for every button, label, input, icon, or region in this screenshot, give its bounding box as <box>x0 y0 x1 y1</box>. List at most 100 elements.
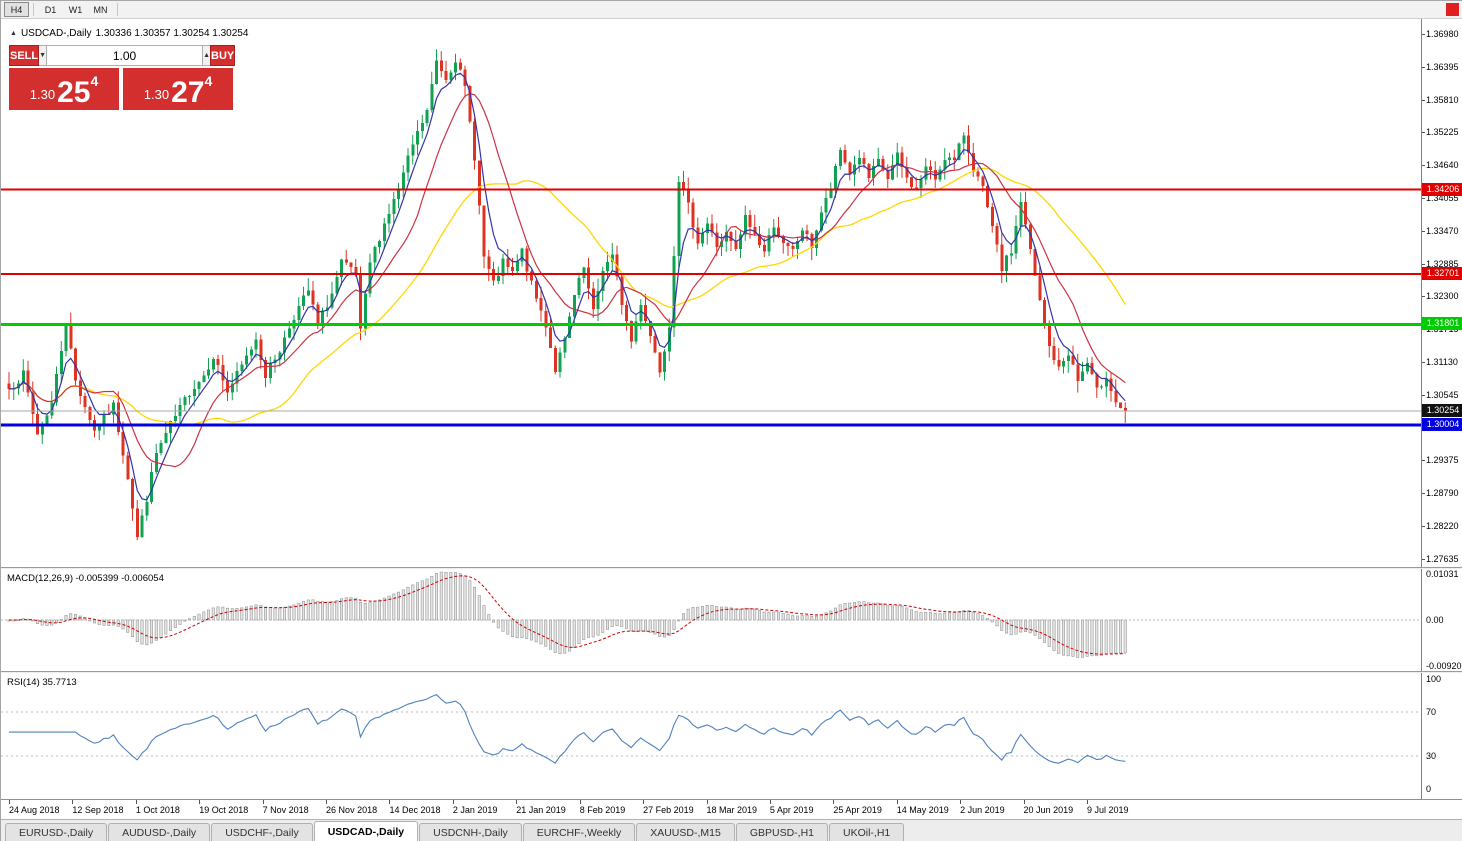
buy-price-display[interactable]: 1.30 27 4 <box>123 68 233 110</box>
time-axis-tick <box>896 800 898 804</box>
chart-tab-usdcnh-daily[interactable]: USDCNH-,Daily <box>419 823 522 841</box>
volume-input[interactable] <box>46 45 204 66</box>
macd-panel-canvas[interactable] <box>1 569 1421 671</box>
date-label: 2 Jan 2019 <box>452 805 498 815</box>
axis-tick <box>1422 66 1425 68</box>
rsi-axis-label: 70 <box>1426 707 1437 717</box>
timeframe-button-h4[interactable]: H4 <box>4 2 29 17</box>
date-label: 7 Nov 2018 <box>262 805 309 815</box>
price-axis-label: 1.28220 <box>1426 521 1459 531</box>
buy-price-big-digits: 27 <box>171 75 205 109</box>
spin-up-icon: ▲ <box>203 52 210 59</box>
axis-tick <box>1422 460 1425 462</box>
ma-fast-line <box>8 72 1126 501</box>
time-axis-tick <box>643 800 645 804</box>
price-axis-label: 1.36980 <box>1426 29 1459 39</box>
rsi-panel-canvas[interactable] <box>1 673 1421 799</box>
chart-tab-bar: EURUSD-,Daily AUDUSD-,Daily USDCHF-,Daily U… <box>1 819 1462 841</box>
date-label: 27 Feb 2019 <box>643 805 694 815</box>
chart-tab-audusd-daily[interactable]: AUDUSD-,Daily <box>108 823 211 841</box>
toolbar-separator <box>33 3 34 16</box>
chart-tab-eurchf-weekly[interactable]: EURCHF-,Weekly <box>522 823 636 841</box>
collapse-panel-icon[interactable]: ▲ <box>10 30 17 37</box>
main-chart-canvas[interactable] <box>1 19 1421 567</box>
axis-tick <box>1422 198 1425 199</box>
panel-splitter[interactable] <box>1 567 1462 569</box>
time-axis[interactable]: 24 Aug 2018 12 Sep 2018 1 Oct 2018 19 Oct 2… <box>1 799 1462 819</box>
sell-price-prefix: 1.30 <box>29 87 56 102</box>
axis-tick <box>1422 394 1425 396</box>
price-axis[interactable]: 1.36980 1.36395 1.35810 1.35225 1.34640 1.340… <box>1421 19 1462 799</box>
price-axis-label: 1.33470 <box>1426 225 1459 236</box>
price-axis-label: 1.35810 <box>1426 94 1459 105</box>
sell-button[interactable]: SELL <box>9 45 40 66</box>
buy-price-prefix: 1.30 <box>143 87 170 102</box>
date-label: 21 Jan 2019 <box>516 805 566 815</box>
macd-axis-label: 0.01031 <box>1426 569 1459 579</box>
time-axis-tick <box>960 800 962 804</box>
panel-splitter[interactable] <box>1 671 1462 673</box>
price-axis-label: 1.32300 <box>1426 291 1459 302</box>
price-axis-label: 1.29375 <box>1426 455 1459 466</box>
price-line-tag: 1.34206 <box>1422 182 1462 196</box>
axis-tick <box>1422 362 1425 363</box>
timeframe-button-mn[interactable]: MN <box>93 4 108 15</box>
chart-tab-usdchf-daily[interactable]: USDCHF-,Daily <box>211 823 313 841</box>
time-axis-tick <box>1023 800 1025 804</box>
date-label: 26 Nov 2018 <box>326 805 378 815</box>
macd-histogram <box>7 571 1127 658</box>
volume-increase-button[interactable]: ▲ <box>203 45 210 66</box>
date-label: 25 Apr 2019 <box>833 805 882 815</box>
axis-tick <box>1422 230 1425 232</box>
chart-tab-gbpusd-h1[interactable]: GBPUSD-,H1 <box>735 823 828 841</box>
time-axis-tick <box>135 800 137 804</box>
axis-tick <box>1422 99 1425 101</box>
price-axis-label: 1.27635 <box>1426 553 1459 564</box>
macd-name: MACD(12,26,9) <box>7 573 73 584</box>
axis-tick <box>1422 296 1425 298</box>
time-axis-tick <box>1086 800 1088 804</box>
time-axis-tick <box>833 800 835 804</box>
rsi-axis-label: 30 <box>1426 751 1437 761</box>
rsi-indicator-label: RSI(14) 35.7713 <box>7 677 77 688</box>
rsi-axis-label: 100 <box>1426 674 1442 684</box>
axis-tick <box>1422 263 1425 265</box>
price-line-tag: 1.31801 <box>1422 317 1462 331</box>
macd-axis-label: 0.00 <box>1426 615 1444 625</box>
date-label: 18 Mar 2019 <box>706 805 758 815</box>
price-axis-label: 1.30545 <box>1426 389 1459 400</box>
timeframe-toolbar: H4 D1 W1 MN <box>1 1 1462 19</box>
chart-tab-eurusd-daily[interactable]: EURUSD-,Daily <box>5 823 108 841</box>
chart-tab-ukoil-h1[interactable]: UKOil-,H1 <box>829 823 905 841</box>
rsi-line <box>9 693 1126 764</box>
date-label: 2 Jun 2019 <box>960 805 1005 815</box>
macd-axis-label: -0.00920 <box>1426 661 1462 671</box>
buy-price-pip-digit: 4 <box>204 73 213 89</box>
bid-price-tag: 1.30254 <box>1422 404 1462 418</box>
chart-ohlc-values: 1.30336 1.30357 1.30254 1.30254 <box>95 28 249 39</box>
axis-tick <box>1422 132 1425 134</box>
volume-decrease-button[interactable]: ▼ <box>39 45 47 66</box>
ma-slow-line <box>8 167 1126 426</box>
chart-symbol-label: USDCAD-,Daily <box>20 28 92 39</box>
time-axis-tick <box>262 800 264 804</box>
price-axis-label: 1.36395 <box>1426 61 1459 72</box>
price-axis-label: 1.28790 <box>1426 488 1459 499</box>
chart-tab-usdcad-daily[interactable]: USDCAD-,Daily <box>313 821 419 841</box>
date-label: 20 Jun 2019 <box>1023 805 1074 815</box>
sell-price-big-digits: 25 <box>57 75 91 109</box>
date-label: 9 Jul 2019 <box>1086 805 1129 815</box>
sell-price-display[interactable]: 1.30 25 4 <box>9 68 119 110</box>
sell-price-pip-digit: 4 <box>90 73 99 89</box>
chart-tab-xauusd-m15[interactable]: XAUUSD-,M15 <box>636 823 735 841</box>
timeframe-button-w1[interactable]: W1 <box>68 4 83 15</box>
buy-button[interactable]: BUY <box>210 45 236 66</box>
time-axis-tick <box>706 800 708 804</box>
chart-area: 1.36980 1.36395 1.35810 1.35225 1.34640 1.340… <box>1 19 1462 799</box>
toolbar-separator <box>117 3 118 16</box>
timeframe-button-d1[interactable]: D1 <box>44 4 57 15</box>
date-label: 5 Apr 2019 <box>769 805 814 815</box>
date-label: 8 Feb 2019 <box>579 805 626 815</box>
price-line-tag: 1.32701 <box>1422 266 1462 280</box>
